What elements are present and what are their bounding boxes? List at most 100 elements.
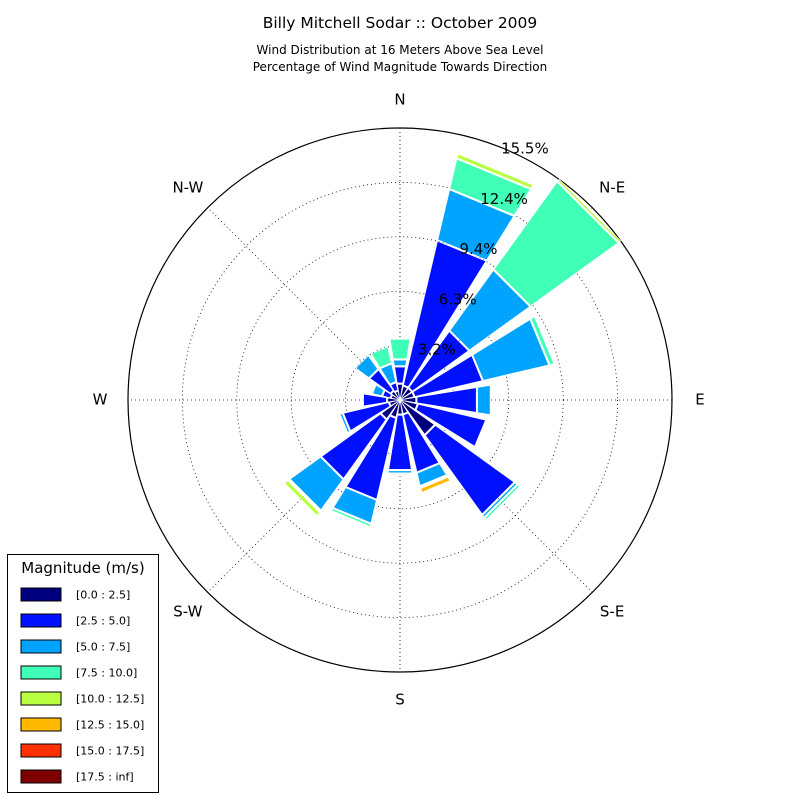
wind-bar-segment <box>394 391 401 401</box>
radial-tick-label: 3.2% <box>418 341 456 359</box>
wind-bar-segment <box>394 366 406 384</box>
wind-bar-segment <box>399 385 408 401</box>
wind-bar-segment <box>289 456 344 511</box>
wind-bar-segment <box>493 181 619 307</box>
legend-swatch <box>20 665 62 680</box>
radial-tick-label: 15.5% <box>501 140 549 158</box>
direction-label: N-W <box>172 178 203 196</box>
wind-bar-segment <box>333 487 377 524</box>
wind-bar-segment <box>339 413 350 433</box>
wind-bar-segment <box>412 355 483 397</box>
legend-swatch <box>20 613 62 628</box>
direction-label: E <box>695 391 704 409</box>
legend-label: [7.5 : 10.0] <box>76 667 137 680</box>
wind-bar-segment <box>415 404 486 447</box>
legend-entries: [0.0 : 2.5] [2.5 : 5.0] [5.0 : 7.5] [7.5 : … <box>20 587 144 784</box>
wind-rose-bars <box>284 153 622 529</box>
legend-label: [17.5 : inf] <box>76 771 134 784</box>
wind-bar-segment <box>343 402 391 431</box>
legend-title: Magnitude (m/s) <box>21 559 144 577</box>
wind-bar-segment <box>363 393 387 407</box>
legend: Magnitude (m/s) [0.0 : 2.5] [2.5 : 5.0] [5… <box>7 554 159 793</box>
direction-label: W <box>93 391 108 409</box>
wind-bar-segment <box>420 477 451 493</box>
wind-bar-segment <box>390 382 398 392</box>
wind-bar-segment <box>380 363 396 385</box>
wind-bar-segment <box>437 189 514 261</box>
legend-label: [0.0 : 2.5] <box>76 589 130 602</box>
wind-bar-segment <box>403 240 487 388</box>
direction-label: S <box>395 691 405 709</box>
wind-bar-segment <box>530 316 555 365</box>
wind-bar-segment <box>393 359 407 366</box>
wind-bar-segment <box>330 511 371 529</box>
wind-bar-segment <box>484 484 521 521</box>
wind-bar-segment <box>456 153 534 189</box>
legend-label: [15.0 : 17.5] <box>76 745 144 758</box>
direction-label: S-W <box>173 603 202 621</box>
wind-bar-segment <box>321 413 387 479</box>
wind-bar-segment <box>382 390 392 398</box>
wind-bar-segment <box>387 397 401 403</box>
wind-bar-segment <box>355 355 378 378</box>
wind-bar-segment <box>388 415 412 470</box>
legend-swatch <box>20 691 62 706</box>
wind-bar-segment <box>387 470 413 474</box>
wind-bar-segment <box>399 399 435 435</box>
wind-bar-segment <box>399 397 416 403</box>
wind-bar-segment <box>449 270 530 351</box>
wind-bar-segment <box>331 508 371 527</box>
wind-bar-segment <box>416 387 477 413</box>
wind-bar-segment <box>390 399 401 418</box>
polar-labels: N N-E E S-E S S-W W N-W 3.2% 6.3% 9.4% 12.4% 15.5% <box>93 91 705 709</box>
wind-bar-segment <box>425 425 515 515</box>
wind-bar-segment <box>346 415 396 500</box>
wind-bar-segment <box>397 384 403 401</box>
polar-plot-area: N N-E E S-E S S-W W N-W 3.2% 6.3% 9.4% 12.4% 15.5% <box>93 91 705 709</box>
wind-bar-segment <box>420 475 448 488</box>
direction-label: S-E <box>600 603 624 621</box>
legend-label: [2.5 : 5.0] <box>76 615 130 628</box>
wind-bar-segment <box>288 479 321 512</box>
wind-bar-segment <box>391 394 401 401</box>
wind-bar-segment <box>399 392 415 401</box>
wind-bar-segment <box>399 388 412 401</box>
wind-bar-segment <box>403 412 440 473</box>
wind-bar-segment <box>397 399 403 415</box>
wind-bar-segment <box>389 339 411 359</box>
wind-bar-segment <box>477 385 491 415</box>
wind-bar-segment <box>372 384 385 396</box>
wind-bar-segment <box>389 399 401 406</box>
legend-swatch <box>20 587 62 602</box>
wind-bar-segment <box>284 480 320 516</box>
legend-swatch <box>20 743 62 758</box>
grid-ring <box>290 290 510 510</box>
chart-subtitle-line-1: Wind Distribution at 16 Meters Above Sea… <box>257 43 544 57</box>
wind-bar-segment <box>370 346 392 368</box>
wind-bar-segment <box>399 399 408 415</box>
radial-tick-label: 9.4% <box>459 240 497 258</box>
wind-bar-segment <box>557 178 622 243</box>
direction-label: N <box>394 91 405 109</box>
wind-bar-segment <box>390 390 401 401</box>
radial-tick-label: 6.3% <box>439 290 477 308</box>
wind-bar-segment <box>472 319 549 381</box>
wind-bar-segment <box>399 399 418 410</box>
legend-swatch <box>20 639 62 654</box>
chart-subtitle-line-2: Percentage of Wind Magnitude Towards Dir… <box>253 60 547 74</box>
legend-swatch <box>20 717 62 732</box>
radial-tick-label: 12.4% <box>480 190 528 208</box>
wind-bar-segment <box>369 369 394 394</box>
direction-label: N-E <box>599 178 625 196</box>
grid-ring <box>181 181 619 619</box>
wind-bar-segment <box>416 463 447 486</box>
legend-label: [5.0 : 7.5] <box>76 641 130 654</box>
wind-bar-segment <box>449 158 531 216</box>
legend-label: [10.0 : 12.5] <box>76 693 144 706</box>
wind-bar-segment <box>408 331 469 392</box>
legend-swatch <box>20 769 62 784</box>
chart-title: Billy Mitchell Sodar :: October 2009 <box>263 14 538 32</box>
wind-bar-segment <box>482 482 518 518</box>
wind-bar-segment <box>381 399 401 419</box>
